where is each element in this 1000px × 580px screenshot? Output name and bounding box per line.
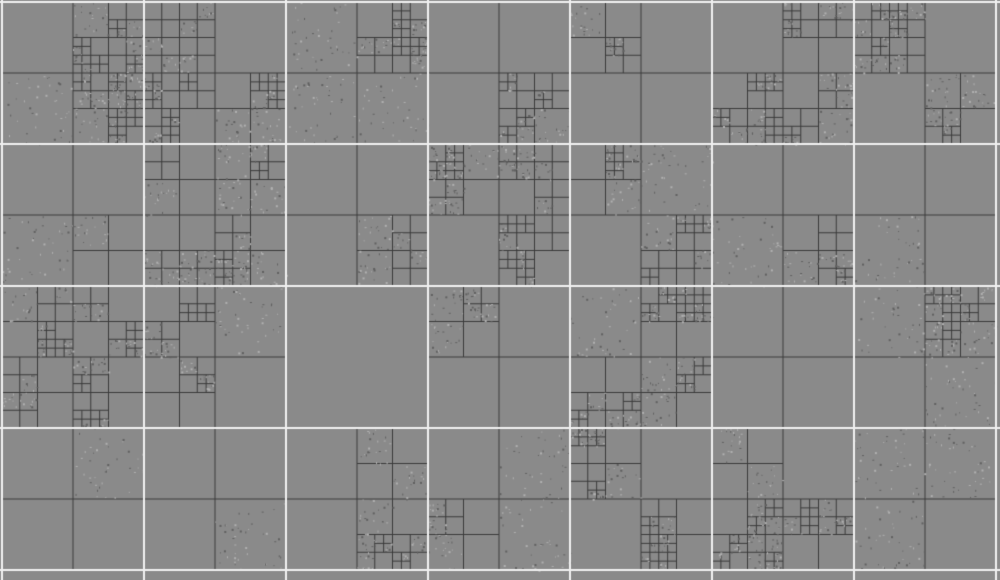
- quadtree-partition-diagram: [0, 0, 1000, 580]
